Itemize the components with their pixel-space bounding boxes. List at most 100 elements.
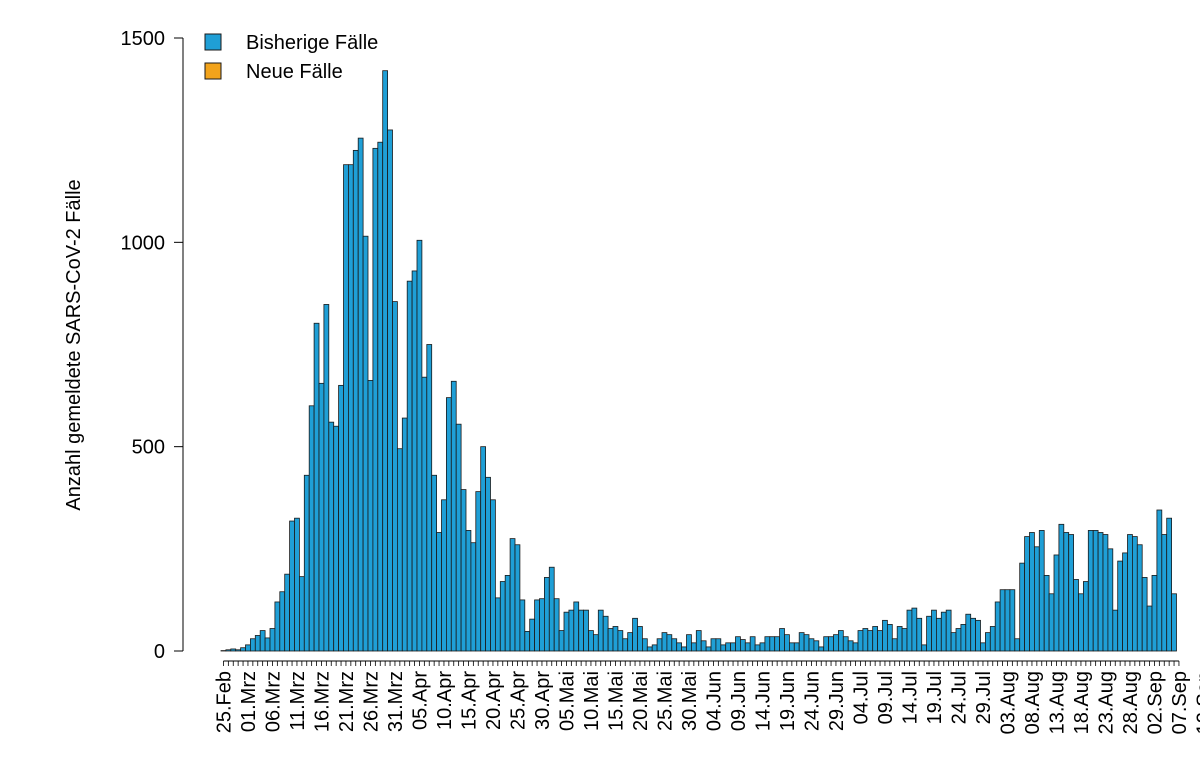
x-tick-label: 04.Jun xyxy=(703,671,725,731)
x-tick-label: 11.Mrz xyxy=(287,671,309,731)
bar-bisherige xyxy=(705,646,712,652)
bar-bisherige xyxy=(539,598,545,652)
bar-bisherige xyxy=(313,322,320,652)
bar-bisherige xyxy=(691,642,697,652)
bar-bisherige xyxy=(588,630,594,652)
bar-bisherige xyxy=(833,634,839,652)
bar-bisherige xyxy=(1034,546,1040,652)
bar-bisherige xyxy=(1127,534,1133,652)
x-tick-label: 06.Mrz xyxy=(262,671,284,732)
bar-bisherige xyxy=(249,638,256,652)
x-tick-label: 15.Mai xyxy=(605,671,627,731)
y-tick-label: 1000 xyxy=(121,232,166,254)
bar-bisherige xyxy=(230,648,237,652)
bar-bisherige xyxy=(921,644,928,652)
bar-bisherige xyxy=(485,476,491,652)
y-tick-label: 0 xyxy=(154,641,165,663)
bar-bisherige xyxy=(1171,593,1177,652)
bar-bisherige xyxy=(259,630,266,652)
bar-bisherige xyxy=(1038,530,1045,652)
bar-bisherige xyxy=(774,636,781,652)
bar-bisherige xyxy=(308,405,315,652)
bar-bisherige xyxy=(396,448,403,652)
bar-bisherige xyxy=(754,644,761,652)
bar-bisherige xyxy=(671,638,678,652)
bar-bisherige xyxy=(460,489,467,652)
x-tick-label: 04.Jul xyxy=(850,671,872,724)
bar-bisherige xyxy=(769,636,776,652)
bar-bisherige xyxy=(494,597,501,652)
bar-bisherige xyxy=(436,532,442,652)
x-axis: 25.Feb 01.Mrz 06.Mrz 11.Mrz 16.Mrz 21.Mrz 26.M… xyxy=(213,660,1200,734)
bar-bisherige xyxy=(416,239,423,652)
x-tick-label: 20.Mai xyxy=(630,671,652,731)
bar-bisherige xyxy=(1102,534,1109,652)
bar-bisherige xyxy=(583,609,589,652)
legend-swatch-bisherige xyxy=(204,33,222,51)
bar-bisherige xyxy=(1019,562,1026,652)
bar-bisherige xyxy=(989,626,996,652)
x-tick-label: 30.Mai xyxy=(679,671,701,731)
y-axis: 0 500 1000 1500 xyxy=(121,28,184,663)
bar-bisherige xyxy=(357,137,364,652)
x-tick-label: 25.Apr xyxy=(507,671,529,730)
x-tick-label: 31.Mrz xyxy=(385,671,407,732)
bar-bisherige xyxy=(906,609,913,652)
x-tick-label: 25.Mai xyxy=(654,671,676,731)
bar-bisherige xyxy=(529,618,536,652)
x-tick-label: 15.Apr xyxy=(458,671,480,730)
bar-bisherige xyxy=(1063,532,1070,652)
bar-bisherige xyxy=(916,617,923,652)
bar-bisherige xyxy=(563,611,570,652)
bar-bisherige xyxy=(842,636,849,652)
bar-bisherige xyxy=(1107,548,1114,652)
x-tick-label: 16.Mrz xyxy=(311,671,333,732)
x-tick-label: 21.Mrz xyxy=(336,671,358,732)
bar-bisherige xyxy=(965,613,972,652)
bar-bisherige xyxy=(406,280,413,652)
bar-bisherige xyxy=(269,628,276,652)
bar-bisherige xyxy=(818,646,825,652)
x-tick-label: 25.Feb xyxy=(213,671,235,733)
bar-bisherige xyxy=(901,628,908,652)
bar-bisherige xyxy=(793,642,800,652)
bar-bisherige xyxy=(617,630,624,652)
bar-bisherige xyxy=(1087,530,1094,652)
bar-bisherige xyxy=(980,642,986,652)
x-tick-label: 18.Aug xyxy=(1071,671,1093,734)
y-tick-label: 500 xyxy=(132,437,165,459)
bar-bisherige xyxy=(298,576,305,652)
x-tick-label: 24.Jul xyxy=(948,671,970,724)
bar-bisherige xyxy=(715,638,722,652)
x-tick-label: 07.Sep xyxy=(1169,671,1191,734)
bar-bisherige xyxy=(372,147,379,652)
bar-bisherige xyxy=(759,642,766,652)
bar-bisherige xyxy=(622,638,629,652)
bar-bisherige xyxy=(1156,509,1163,652)
bar-bisherige xyxy=(352,149,359,652)
x-tick-label: 29.Jul xyxy=(973,671,995,724)
bar-bisherige xyxy=(985,632,991,652)
bar-bisherige xyxy=(475,491,482,652)
bar-bisherige xyxy=(862,628,869,652)
bar-bisherige xyxy=(666,634,673,652)
legend-swatch-neue xyxy=(204,62,222,80)
bar-bisherige xyxy=(1161,534,1168,652)
bar-bisherige xyxy=(960,624,967,652)
bar-bisherige xyxy=(450,380,457,652)
bar-bisherige xyxy=(470,542,477,652)
bar-bisherige xyxy=(911,607,918,652)
x-tick-label: 29.Jun xyxy=(826,671,848,731)
bar-bisherige xyxy=(940,611,947,652)
bar-bisherige xyxy=(509,538,516,652)
x-tick-label: 19.Jul xyxy=(924,671,946,724)
bar-bisherige xyxy=(852,642,859,652)
bar-bisherige xyxy=(245,644,251,652)
bar-bisherige xyxy=(455,423,462,652)
bar-bisherige xyxy=(347,164,354,652)
bar-bisherige xyxy=(695,630,702,652)
x-tick-label: 05.Apr xyxy=(409,671,431,730)
bar-bisherige xyxy=(411,270,418,652)
x-tick-label: 09.Jun xyxy=(728,671,750,731)
